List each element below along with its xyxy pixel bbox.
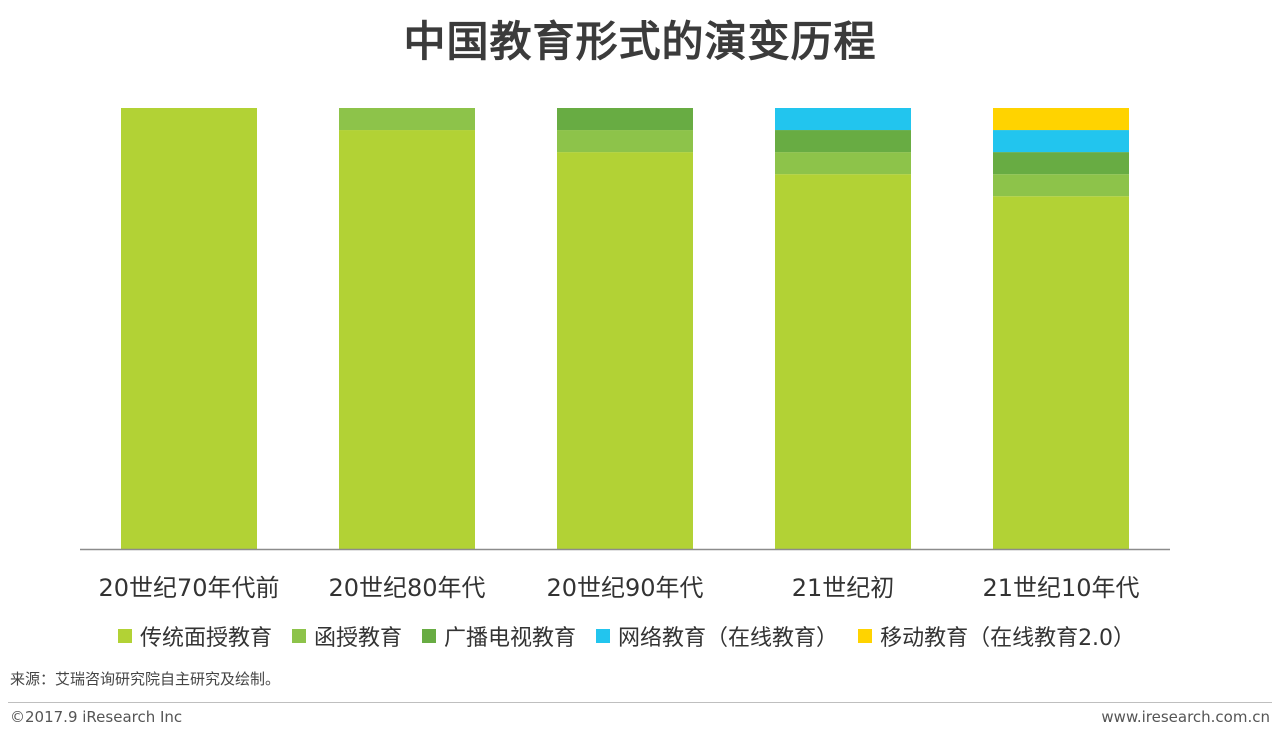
- legend-item-3: 广播电视教育: [422, 620, 576, 652]
- bar-segment-4-1: [775, 174, 911, 549]
- bar-segment-2-2: [339, 108, 475, 131]
- legend-label: 移动教育（在线教育2.0）: [880, 626, 1136, 651]
- chart-title: 中国教育形式的演变历程: [403, 17, 877, 66]
- legend-item-2: 函授教育: [292, 620, 402, 652]
- source-note: 来源：艾瑞咨询研究院自主研究及绘制。: [10, 670, 281, 688]
- bar-segment-5-1: [993, 196, 1129, 549]
- bar-segment-4-4: [775, 108, 911, 131]
- bar-segment-3-3: [557, 108, 693, 131]
- bar-segment-2-1: [339, 130, 475, 550]
- legend-swatch: [118, 629, 132, 643]
- bar-segment-5-4: [993, 130, 1129, 153]
- legend-label: 广播电视教育: [444, 626, 577, 651]
- legend-item-1: 传统面授教育: [118, 620, 272, 652]
- chart-legend: 传统面授教育 函授教育 广播电视教育 网络教育（在线教育） 移动教育（在线教育2.0）: [118, 620, 1155, 652]
- bar-segment-3-1: [557, 152, 693, 549]
- bar-segment-5-5: [993, 108, 1129, 131]
- x-tick-label: 20世纪80年代: [328, 574, 485, 602]
- footer-divider: [8, 702, 1272, 703]
- legend-swatch: [858, 629, 873, 643]
- bar-segment-4-2: [775, 152, 911, 175]
- bar-segment-1-1: [121, 108, 257, 549]
- legend-item-4: 网络教育（在线教育）: [596, 620, 838, 652]
- legend-label: 函授教育: [314, 626, 403, 651]
- legend-swatch: [596, 629, 611, 643]
- x-tick-label: 21世纪初: [792, 574, 895, 602]
- stacked-bar-chart: 20世纪70年代前 20世纪80年代 20世纪90年代 21世纪初 21世纪10年代: [80, 108, 1170, 602]
- copyright-text: ©2017.9 iResearch Inc: [10, 708, 183, 726]
- legend-swatch: [292, 629, 307, 643]
- bar-segment-5-3: [993, 152, 1129, 175]
- bar-segment-4-3: [775, 130, 911, 153]
- website-link[interactable]: www.iresearch.com.cn: [1101, 708, 1270, 726]
- x-tick-label: 20世纪90年代: [546, 574, 703, 602]
- legend-item-5: 移动教育（在线教育2.0）: [858, 620, 1135, 652]
- legend-swatch: [422, 629, 437, 643]
- x-tick-label: 21世纪10年代: [982, 574, 1139, 602]
- bar-segment-5-2: [993, 174, 1129, 197]
- legend-label: 网络教育（在线教育）: [618, 626, 839, 651]
- bar-segment-3-2: [557, 130, 693, 153]
- legend-label: 传统面授教育: [140, 626, 273, 651]
- x-tick-label: 20世纪70年代前: [98, 574, 279, 602]
